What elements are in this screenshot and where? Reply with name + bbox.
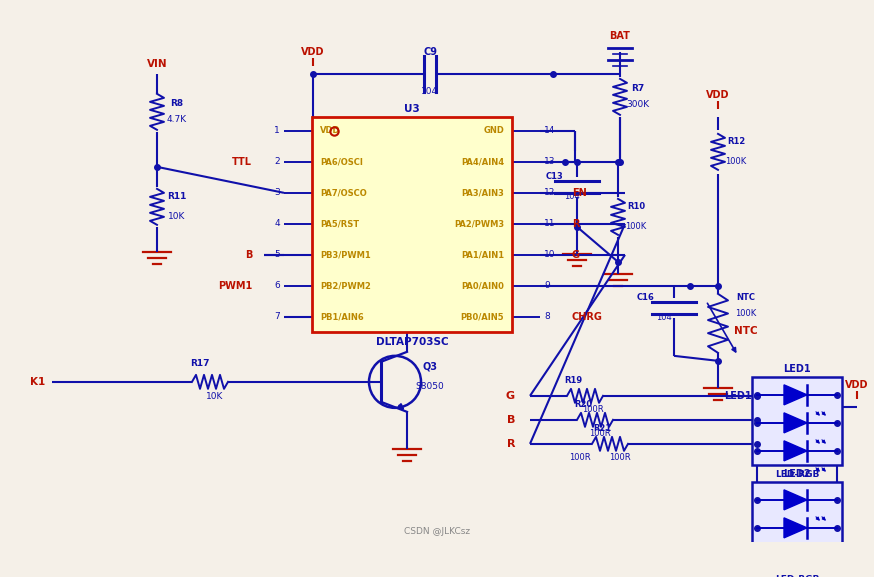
Text: G: G — [572, 250, 580, 260]
Text: R19: R19 — [564, 376, 582, 385]
Text: 11: 11 — [544, 219, 556, 228]
Text: R21: R21 — [593, 424, 611, 433]
Polygon shape — [784, 546, 807, 566]
Text: 104: 104 — [564, 192, 579, 201]
Text: PA2/PWM3: PA2/PWM3 — [454, 219, 504, 228]
Text: 300K: 300K — [627, 100, 649, 110]
Text: PA1/AIN1: PA1/AIN1 — [461, 250, 504, 259]
Text: LED1: LED1 — [783, 364, 811, 374]
Polygon shape — [784, 413, 807, 433]
Text: B: B — [507, 415, 515, 425]
Text: 6: 6 — [274, 282, 280, 290]
Text: 3: 3 — [274, 188, 280, 197]
Text: LED-RGB: LED-RGB — [775, 470, 819, 479]
Text: BAT: BAT — [609, 31, 630, 41]
Text: NTC: NTC — [737, 293, 755, 302]
Bar — [752, 377, 842, 465]
Text: PB0/AIN5: PB0/AIN5 — [461, 312, 504, 321]
Text: C9: C9 — [423, 47, 437, 57]
Text: PB1/AIN6: PB1/AIN6 — [320, 312, 364, 321]
Text: R: R — [572, 219, 579, 229]
Text: 9: 9 — [544, 282, 550, 290]
Text: R17: R17 — [191, 359, 210, 368]
Text: PB3/PWM1: PB3/PWM1 — [320, 250, 371, 259]
Text: 1: 1 — [274, 126, 280, 136]
Text: VDD: VDD — [320, 126, 341, 136]
Text: G: G — [506, 391, 515, 401]
Polygon shape — [784, 385, 807, 405]
Polygon shape — [784, 518, 807, 538]
Text: R20: R20 — [574, 400, 592, 409]
Text: LED-RGB: LED-RGB — [775, 575, 819, 577]
Text: 5: 5 — [274, 250, 280, 259]
Text: R11: R11 — [167, 192, 187, 201]
Text: VDD: VDD — [302, 47, 325, 57]
Text: CSDN @JLKCsz: CSDN @JLKCsz — [404, 527, 470, 537]
Text: VDD: VDD — [845, 380, 869, 390]
Text: PA4/AIN4: PA4/AIN4 — [461, 158, 504, 166]
Text: TTL: TTL — [232, 157, 252, 167]
Text: C16: C16 — [637, 293, 655, 302]
Text: PWM1: PWM1 — [218, 281, 252, 291]
Text: B: B — [245, 250, 252, 260]
Text: 8: 8 — [544, 312, 550, 321]
Text: 7: 7 — [274, 312, 280, 321]
Text: 10K: 10K — [169, 212, 185, 222]
Text: 100K: 100K — [725, 158, 746, 166]
Text: CHRG: CHRG — [572, 312, 603, 322]
Text: R7: R7 — [631, 84, 645, 93]
Text: 100R: 100R — [569, 454, 591, 462]
Text: U3: U3 — [404, 104, 420, 114]
Text: PB2/PWM2: PB2/PWM2 — [320, 282, 371, 290]
Text: EN: EN — [572, 188, 586, 198]
Text: 4: 4 — [274, 219, 280, 228]
Text: NTC: NTC — [734, 326, 758, 336]
Text: 100R: 100R — [582, 406, 604, 414]
Text: 10: 10 — [544, 250, 556, 259]
Text: PA3/AIN3: PA3/AIN3 — [461, 188, 504, 197]
Bar — [312, 117, 512, 332]
Text: S8050: S8050 — [416, 383, 444, 391]
Text: 2: 2 — [274, 158, 280, 166]
Polygon shape — [784, 490, 807, 510]
Text: 13: 13 — [544, 158, 556, 166]
Text: C13: C13 — [546, 173, 564, 181]
Text: DLTAP703SC: DLTAP703SC — [376, 337, 448, 347]
Text: VIN: VIN — [147, 59, 167, 69]
Text: 104: 104 — [421, 87, 439, 96]
Bar — [752, 482, 842, 570]
Text: K1: K1 — [30, 377, 45, 387]
Text: R8: R8 — [170, 99, 184, 108]
Text: R: R — [507, 439, 515, 449]
Text: Q3: Q3 — [422, 362, 438, 372]
Text: PA6/OSCI: PA6/OSCI — [320, 158, 363, 166]
Text: 100R: 100R — [609, 454, 631, 462]
Text: 10K: 10K — [206, 392, 224, 402]
Text: R10: R10 — [627, 203, 645, 211]
Text: 104: 104 — [656, 313, 672, 323]
Text: 4.7K: 4.7K — [167, 115, 187, 125]
Text: VDD: VDD — [706, 90, 730, 100]
Text: 12: 12 — [544, 188, 555, 197]
Text: 100R: 100R — [589, 429, 611, 439]
Text: PA7/OSCO: PA7/OSCO — [320, 188, 367, 197]
Text: PA5/RST: PA5/RST — [320, 219, 359, 228]
Text: 14: 14 — [544, 126, 555, 136]
Text: R12: R12 — [727, 137, 746, 147]
Text: PA0/AIN0: PA0/AIN0 — [461, 282, 504, 290]
Polygon shape — [784, 441, 807, 461]
Text: GND: GND — [483, 126, 504, 136]
Text: 100K: 100K — [626, 222, 647, 231]
Text: LED2: LED2 — [783, 469, 811, 479]
Text: 100K: 100K — [735, 309, 757, 319]
Text: LED1: LED1 — [725, 391, 752, 401]
